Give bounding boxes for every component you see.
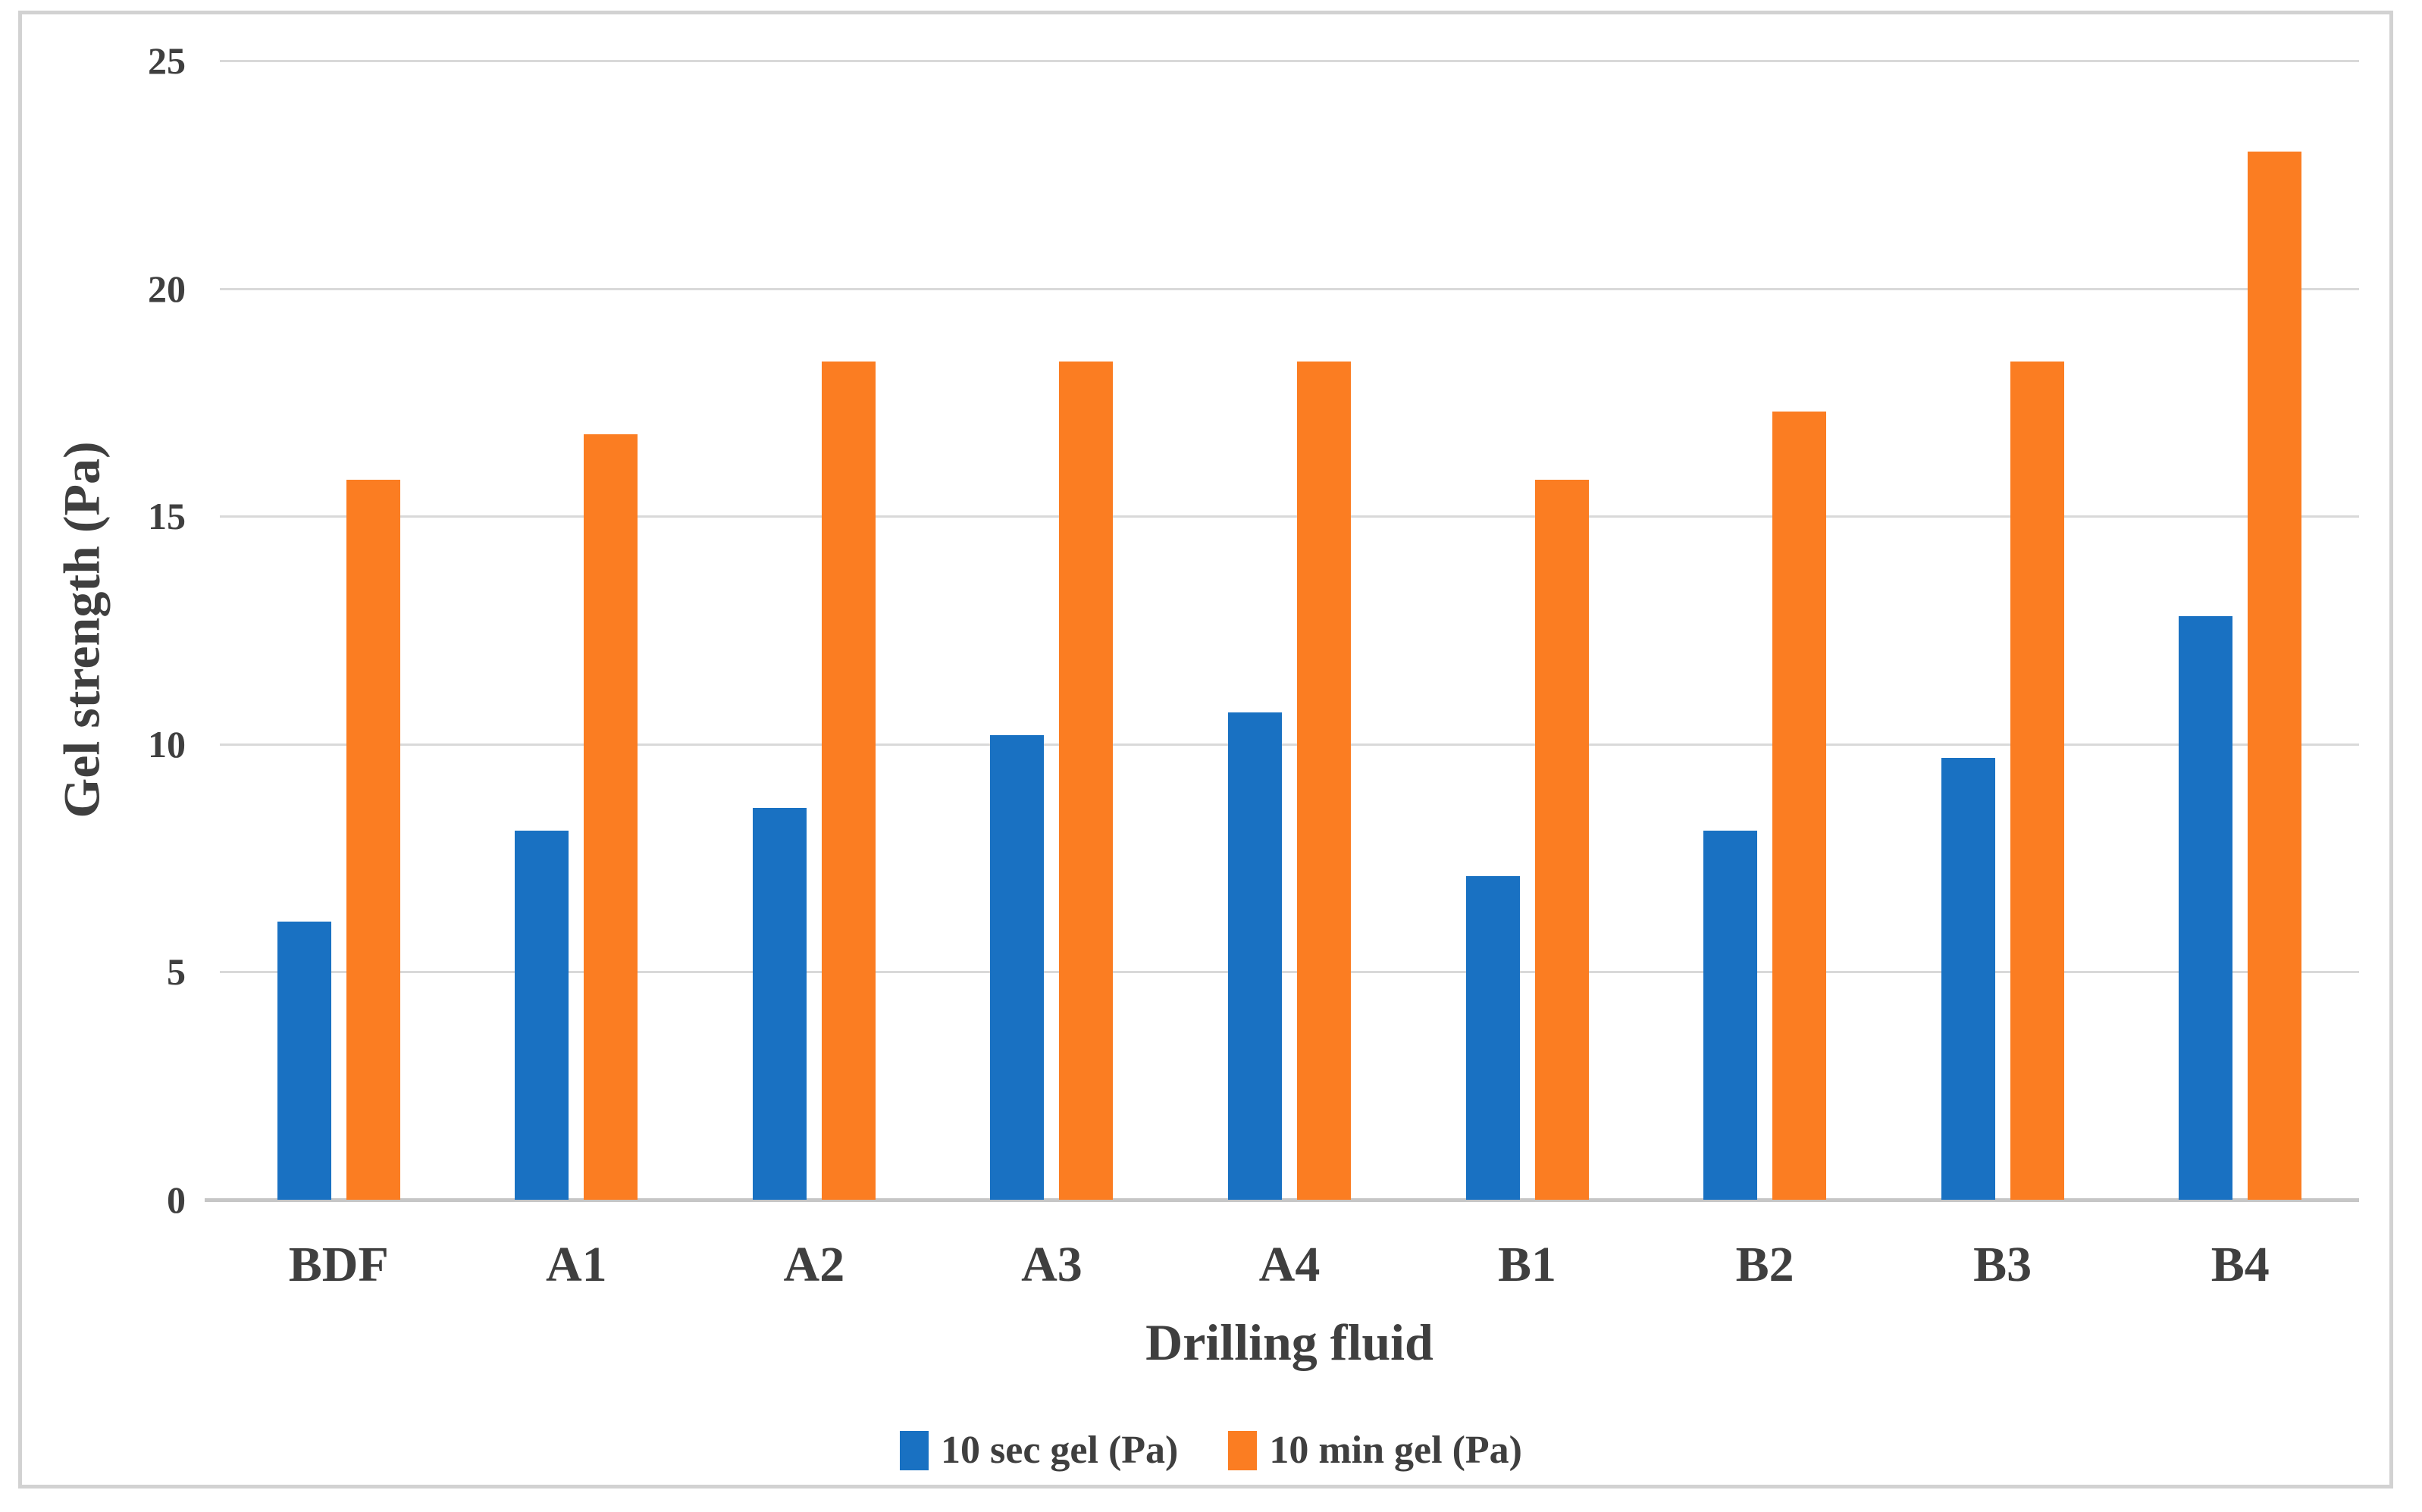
bar-10-min-A1 <box>584 434 638 1200</box>
gridline-5 <box>220 971 2359 974</box>
y-tick-label-25: 25 <box>148 39 186 82</box>
category-label-B4: B4 <box>2211 1237 2270 1292</box>
category-label-B1: B1 <box>1498 1237 1557 1292</box>
y-tick-label-0: 0 <box>167 1179 186 1221</box>
legend-label: 10 min gel (Pa) <box>1269 1429 1522 1472</box>
bar-10-sec-B3 <box>1941 757 1995 1200</box>
bar-10-min-A2 <box>821 361 876 1200</box>
legend-swatch-10-min-gel <box>1228 1430 1258 1470</box>
figure-border <box>18 11 2393 1489</box>
gridline-15 <box>220 515 2359 518</box>
bar-10-min-BDF <box>346 480 400 1200</box>
bar-10-min-B1 <box>1534 480 1589 1200</box>
bar-10-sec-A1 <box>515 831 569 1200</box>
x-axis-line <box>205 1198 2359 1202</box>
bar-10-sec-A3 <box>990 734 1045 1200</box>
gridline-20 <box>220 287 2359 290</box>
chart-legend: 10 sec gel (Pa) 10 min gel (Pa) <box>0 1428 2422 1473</box>
y-tick-label-10: 10 <box>148 722 186 765</box>
bar-10-sec-BDF <box>277 922 331 1200</box>
legend-swatch-10-sec-gel <box>900 1430 929 1470</box>
category-label-A1: A1 <box>545 1237 607 1292</box>
legend-item-10-min-gel: 10 min gel (Pa) <box>1228 1428 1522 1473</box>
category-label-BDF: BDF <box>288 1237 389 1292</box>
y-tick-label-15: 15 <box>148 495 186 538</box>
bar-10-sec-A2 <box>752 807 807 1200</box>
y-tick-label-5: 5 <box>167 950 186 994</box>
bar-10-sec-B4 <box>2179 616 2233 1200</box>
bar-10-min-A3 <box>1059 361 1114 1200</box>
gridline-25 <box>220 60 2359 62</box>
legend-item-10-sec-gel: 10 sec gel (Pa) <box>900 1428 1178 1473</box>
bar-10-min-A4 <box>1297 361 1351 1200</box>
category-label-A2: A2 <box>783 1237 845 1292</box>
bar-10-min-B4 <box>2248 152 2302 1200</box>
y-tick-label-20: 20 <box>148 267 186 310</box>
category-label-B2: B2 <box>1735 1237 1794 1292</box>
category-label-A3: A3 <box>1021 1237 1083 1292</box>
x-axis-title: Drilling fluid <box>1145 1313 1433 1371</box>
bar-10-sec-A4 <box>1228 712 1282 1200</box>
gridline-10 <box>220 743 2359 746</box>
legend-label: 10 sec gel (Pa) <box>941 1429 1179 1472</box>
category-label-A4: A4 <box>1258 1237 1321 1292</box>
bar-10-min-B3 <box>2010 361 2064 1200</box>
bar-10-sec-B1 <box>1465 876 1520 1200</box>
category-label-B3: B3 <box>1973 1237 2032 1292</box>
bar-10-min-B2 <box>1772 411 1827 1200</box>
bar-10-sec-B2 <box>1703 831 1758 1200</box>
